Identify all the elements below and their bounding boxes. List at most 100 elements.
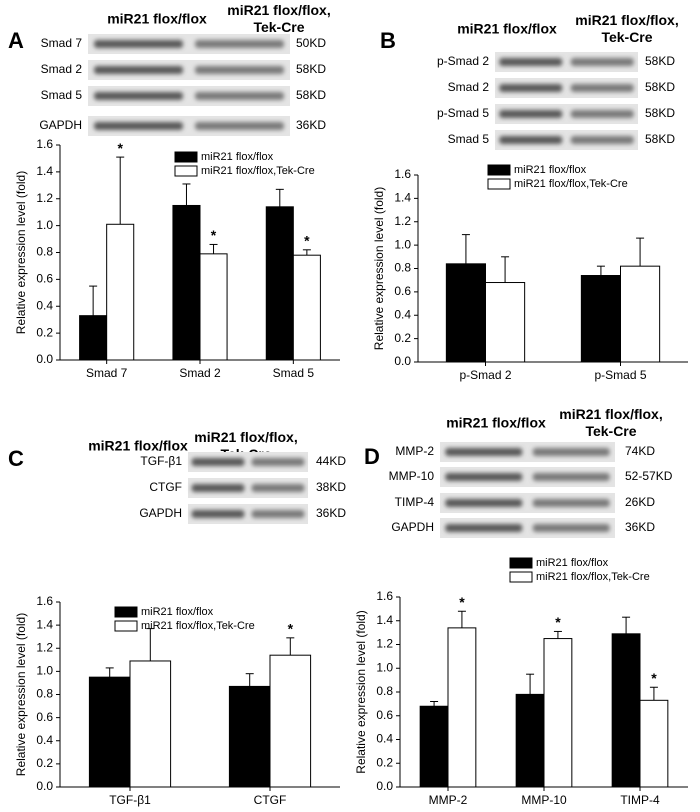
blot-band <box>251 484 305 492</box>
blot-size-label: 58KD <box>645 54 675 68</box>
bar <box>515 693 545 788</box>
blot-row-label: CTGF <box>149 480 182 494</box>
error-bar <box>501 256 510 283</box>
y-tick-label: 1.2 <box>394 214 411 228</box>
blot-strip <box>188 452 308 472</box>
blot-column-header: miR21 flox/flox <box>107 11 207 27</box>
blot-column-header: miR21 flox/flox, <box>575 12 678 28</box>
y-tick-label: 1.4 <box>376 613 393 627</box>
x-tick-label: Smad 7 <box>86 366 128 380</box>
blot-size-label: 26KD <box>625 495 655 509</box>
bar <box>447 627 477 788</box>
blot-row-label: TGF-β1 <box>140 454 182 468</box>
x-tick-label: CTGF <box>254 793 287 807</box>
legend-swatch <box>114 620 138 632</box>
legend-label: miR21 flox/flox,Tek-Cre <box>141 620 255 632</box>
blot-column-header: miR21 flox/flox, <box>559 406 662 422</box>
bar <box>485 282 526 363</box>
significance-mark: * <box>651 670 657 686</box>
y-tick-label: 0.2 <box>36 756 53 770</box>
significance-mark: * <box>459 594 465 610</box>
blot-row-label: Smad 2 <box>41 62 83 76</box>
y-tick-label: 1.2 <box>36 640 53 654</box>
bar <box>199 253 228 361</box>
legend-label: miR21 flox/flox <box>141 606 214 618</box>
error-bar <box>275 188 284 207</box>
bar <box>79 315 108 361</box>
blot-strip <box>440 467 615 487</box>
blot-row-label: MMP-10 <box>389 469 435 483</box>
legend-swatch <box>174 165 198 177</box>
error-bar <box>182 183 191 206</box>
error-bar <box>116 156 125 225</box>
blot-band <box>570 110 634 118</box>
y-tick-label: 1.2 <box>36 191 53 205</box>
legend-swatch <box>487 178 511 190</box>
x-tick-label: MMP-10 <box>521 793 567 807</box>
y-tick-label: 0.2 <box>376 755 393 769</box>
blot-band <box>532 499 610 507</box>
y-tick-label: 0.8 <box>394 261 411 275</box>
y-tick-label: 0.4 <box>376 732 393 746</box>
bar <box>172 204 201 361</box>
bar <box>611 633 641 788</box>
bar <box>265 206 294 361</box>
blot-column-header: Tek-Cre <box>585 423 636 439</box>
blot-strip <box>88 34 290 54</box>
bar <box>543 638 573 788</box>
panel-label: B <box>380 28 396 53</box>
y-tick-label: 1.4 <box>36 617 53 631</box>
blot-row-label: GAPDH <box>139 506 182 520</box>
blot-strip <box>188 478 308 498</box>
x-tick-label: MMP-2 <box>429 793 468 807</box>
x-tick-label: TGF-β1 <box>109 793 151 807</box>
blot-size-label: 36KD <box>296 118 326 132</box>
legend-label: miR21 flox/flox <box>514 164 587 176</box>
blot-strip <box>440 493 615 513</box>
blot-band <box>499 136 563 144</box>
blot-column-header: Tek-Cre <box>253 19 304 35</box>
significance-mark: * <box>288 621 294 637</box>
blot-row-label: Smad 5 <box>41 88 83 102</box>
y-tick-label: 0.0 <box>36 779 53 793</box>
significance-mark: * <box>117 140 123 156</box>
error-bar <box>457 610 466 628</box>
y-axis-label: Relative expression level (fold) <box>14 171 28 334</box>
blot-band <box>570 136 634 144</box>
bar <box>620 265 661 363</box>
error-bar <box>209 243 218 254</box>
blot-row-label: Smad 7 <box>41 36 83 50</box>
blot-row-label: p-Smad 5 <box>437 106 489 120</box>
y-tick-label: 0.0 <box>36 352 53 366</box>
error-bar <box>89 285 98 316</box>
blot-band <box>499 84 563 92</box>
blot-row-label: Smad 2 <box>448 80 490 94</box>
blot-band <box>445 524 523 532</box>
error-bar <box>622 616 631 634</box>
blot-strip <box>495 78 638 98</box>
blot-band <box>94 66 183 74</box>
y-tick-label: 0.8 <box>36 687 53 701</box>
legend-label: miR21 flox/flox,Tek-Cre <box>201 165 315 177</box>
bar <box>419 705 449 788</box>
significance-mark: * <box>211 227 217 243</box>
blot-size-label: 58KD <box>645 106 675 120</box>
blot-column-header: Tek-Cre <box>601 29 652 45</box>
legend-swatch <box>114 606 138 618</box>
y-tick-label: 0.2 <box>394 331 411 345</box>
legend-swatch <box>509 557 533 569</box>
y-axis-label: Relative expression level (fold) <box>354 610 368 773</box>
blot-size-label: 50KD <box>296 36 326 50</box>
blot-band <box>570 84 634 92</box>
error-bar <box>430 701 439 707</box>
blot-size-label: 58KD <box>645 132 675 146</box>
blot-strip <box>495 130 638 150</box>
blot-band <box>499 110 563 118</box>
legend-label: miR21 flox/flox <box>201 151 274 163</box>
blot-band <box>195 122 284 130</box>
legend-label: miR21 flox/flox <box>536 557 609 569</box>
blot-band <box>251 510 305 518</box>
blot-band <box>532 448 610 456</box>
blot-strip <box>88 60 290 80</box>
y-tick-label: 1.6 <box>36 594 53 608</box>
